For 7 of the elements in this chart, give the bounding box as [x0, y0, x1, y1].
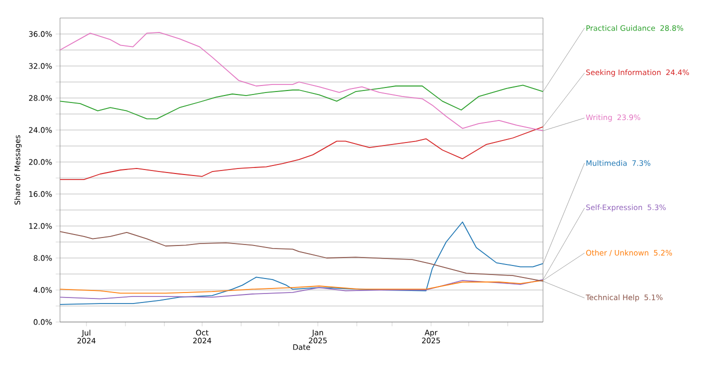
- line-series: [60, 279, 544, 300]
- line-series: [60, 222, 544, 305]
- line-series: [60, 231, 544, 282]
- line-series: [60, 84, 544, 120]
- line-series: [60, 126, 544, 180]
- line-series: [60, 32, 544, 132]
- line-series: [60, 280, 544, 294]
